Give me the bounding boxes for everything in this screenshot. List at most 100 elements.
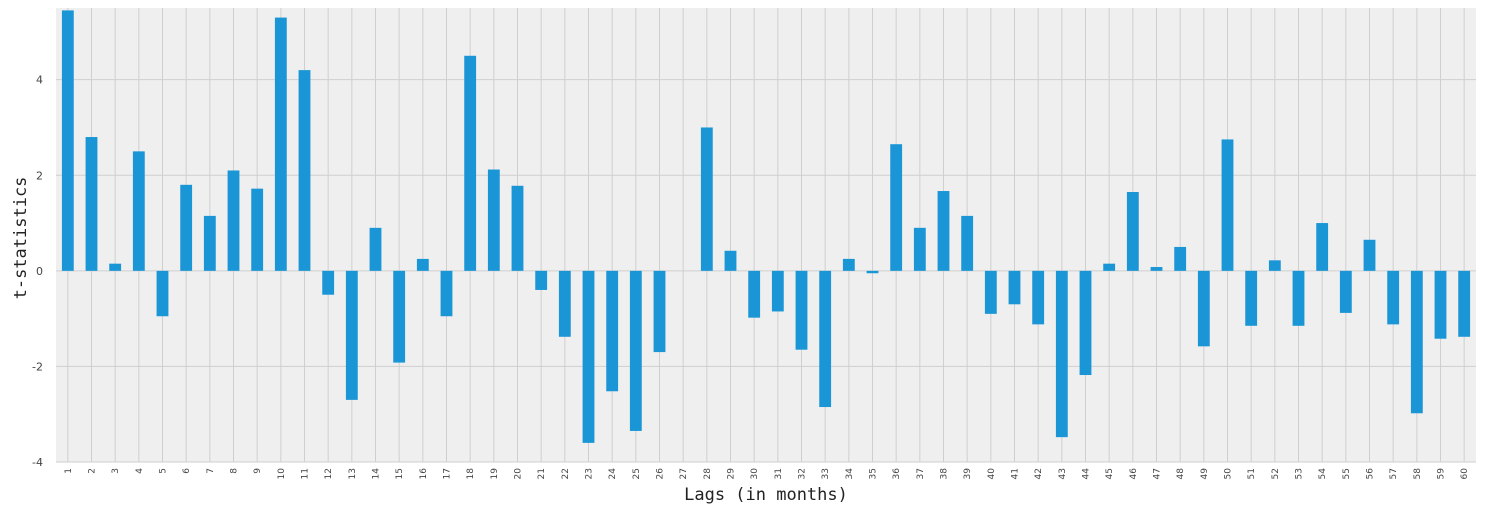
bar-lag-50 [1221,139,1234,271]
bar-lag-15 [393,270,406,363]
x-tick-label: 56 [1366,468,1376,480]
x-tick-label: 3 [111,468,121,474]
x-tick-label: 7 [206,468,216,474]
x-tick-label: 33 [821,468,831,479]
x-tick-label: 41 [1011,468,1021,479]
x-tick-label: 18 [466,468,476,480]
x-tick-label: 28 [703,468,713,480]
x-tick-label: 15 [395,468,405,479]
x-tick-label: 27 [679,468,689,479]
bar-lag-53 [1292,270,1305,326]
y-tick-labels: -4 -2 0 2 4 [32,74,43,469]
bar-lag-59 [1434,270,1447,339]
y-tick-label: 0 [36,265,43,278]
x-tick-label: 55 [1342,468,1352,479]
bar-lag-22 [558,270,571,337]
bar-lag-51 [1245,270,1258,326]
x-tick-label: 9 [253,468,263,474]
bar-lag-43 [1055,270,1068,438]
x-tick-label: 58 [1413,468,1423,480]
bar-lag-37 [913,227,926,271]
bar-lag-20 [511,185,524,271]
bar-lag-30 [748,270,761,318]
x-tick-label: 53 [1295,468,1305,479]
x-tick-label: 12 [324,468,334,479]
bar-lag-12 [322,270,335,295]
bar-lag-2 [85,137,98,271]
bar-lag-34 [842,258,855,271]
y-tick-label: -2 [32,360,43,373]
x-tick-label: 19 [490,468,500,480]
bar-lag-17 [440,270,453,317]
x-tick-label: 57 [1389,468,1399,479]
x-tick-label: 10 [277,468,287,480]
bar-lag-46 [1126,191,1139,271]
bar-lag-48 [1174,246,1187,271]
y-tick-label: -4 [32,456,43,469]
bar-lag-3 [109,263,122,271]
x-tick-label: 35 [869,468,879,479]
bar-lag-41 [1008,270,1021,305]
x-tick-label: 8 [230,468,240,474]
x-tick-label: 6 [182,468,192,474]
bar-lag-4 [132,151,145,271]
bar-lag-10 [274,17,287,271]
x-tick-label: 39 [963,468,973,480]
plot-background [56,8,1476,462]
x-tick-label: 37 [916,468,926,479]
x-tick-label: 36 [892,468,902,480]
bar-lag-26 [653,270,666,353]
x-tick-label: 29 [727,468,737,480]
x-tick-label: 42 [1034,468,1044,479]
x-tick-label: 46 [1129,468,1139,480]
bar-lag-47 [1150,267,1163,271]
x-tick-label: 11 [301,468,311,479]
y-axis-label: t-statistics [11,177,31,300]
bar-lag-45 [1103,263,1116,271]
bar-lag-11 [298,70,311,271]
x-tick-label: 32 [798,468,808,479]
bar-lag-54 [1316,223,1329,271]
x-tick-label: 60 [1460,468,1470,480]
bar-lag-57 [1387,270,1400,325]
x-tick-label: 26 [656,468,666,480]
bar-lag-52 [1268,260,1281,271]
bar-lag-13 [345,270,358,400]
x-tick-label: 13 [348,468,358,479]
bar-lag-23 [582,270,595,443]
bar-lag-25 [629,270,642,431]
bar-lag-8 [227,170,240,271]
x-tick-label: 23 [585,468,595,479]
bars [61,10,1471,443]
x-tick-label: 21 [537,468,547,479]
x-tick-label: 31 [774,468,784,479]
x-tick-label: 49 [1200,468,1210,480]
x-tick-label: 51 [1247,468,1257,479]
bar-lag-39 [961,215,974,271]
bar-lag-6 [180,184,193,271]
x-tick-label: 24 [608,468,618,480]
x-tick-label: 40 [987,468,997,480]
x-tick-label: 54 [1318,468,1328,480]
bar-lag-35 [866,270,879,274]
bar-lag-36 [890,144,903,271]
bar-lag-14 [369,227,382,271]
x-tick-label: 34 [845,468,855,480]
bar-lag-58 [1410,270,1423,414]
bar-lag-40 [984,270,997,314]
bar-lag-32 [795,270,808,350]
x-tick-label: 5 [159,468,169,474]
bar-lag-19 [487,169,500,271]
x-tick-label: 45 [1105,468,1115,479]
x-tick-label: 43 [1058,468,1068,479]
x-tick-label: 14 [372,468,382,480]
bar-lag-18 [464,55,477,271]
x-tick-label: 25 [632,468,642,479]
y-tick-label: 2 [36,169,43,182]
x-tick-labels: 1 2 3 4 5 6 7 8 9 10 11 12 13 14 15 16 17 18 19 20 21 22 23 24 2… [64,468,1470,480]
bar-lag-1 [61,10,74,271]
x-tick-label: 59 [1437,468,1447,480]
bar-lag-55 [1339,270,1352,313]
